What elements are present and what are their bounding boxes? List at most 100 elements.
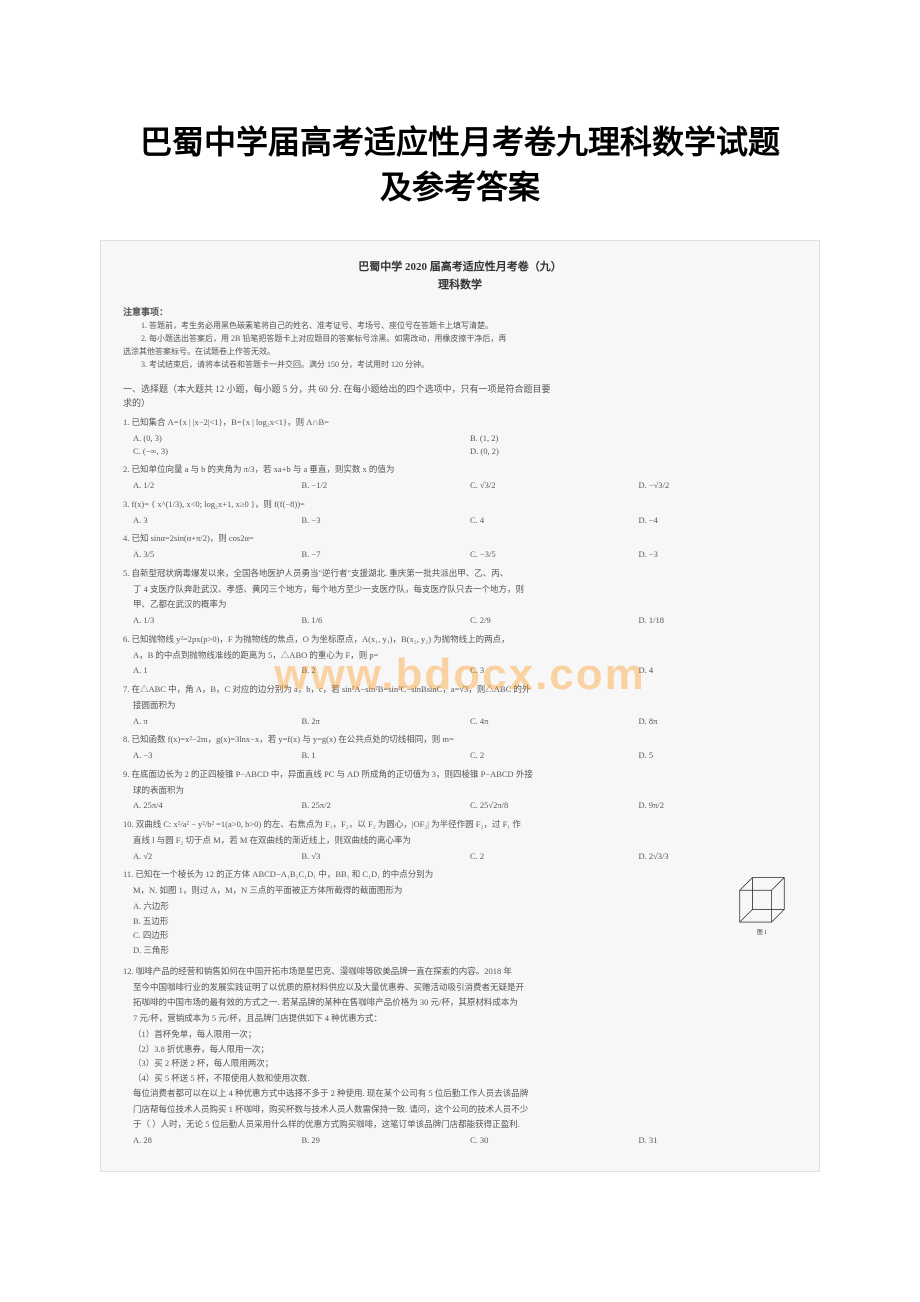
q5-option-b: B. 1/6 — [292, 614, 461, 627]
question-7: 7. 在△ABC 中，角 A，B，C 对应的边分别为 a，b，c，若 sin²A… — [123, 683, 797, 727]
q9-option-c: C. 25√2π/8 — [460, 799, 629, 812]
q11-option-d: D. 三角形 — [123, 944, 797, 957]
section-1-header: 一、选择题（本大题共 12 小题，每小题 5 分，共 60 分. 在每小题给出的… — [123, 383, 797, 410]
q3-option-c: C. 4 — [460, 514, 629, 527]
q6-option-c: C. 3 — [460, 664, 629, 677]
q11-option-b: B. 五边形 — [123, 915, 797, 928]
figure-label: 图 1 — [757, 929, 767, 937]
title-line-1: 巴蜀中学届高考适应性月考卷九理科数学试题 — [100, 120, 820, 165]
q9-option-d: D. 9π/2 — [629, 799, 798, 812]
q11-text: 11. 已知在一个棱长为 12 的正方体 ABCD−A₁B₁C₁D₁ 中，BB₁… — [123, 868, 797, 881]
question-8: 8. 已知函数 f(x)=x²−2m，g(x)=3lnx−x，若 y=f(x) … — [123, 733, 797, 762]
q8-text: 8. 已知函数 f(x)=x²−2m，g(x)=3lnx−x，若 y=f(x) … — [123, 733, 797, 746]
q5-text2: 丁 4 支医疗队奔赴武汉、孝感、黄冈三个地方，每个地方至少一支医疗队，每支医疗队… — [133, 583, 797, 596]
q8-option-b: B. 1 — [292, 749, 461, 762]
q1-option-b: B. (1, 2) — [460, 432, 797, 445]
q5-text3: 甲、乙都在武汉的概率为 — [133, 598, 797, 611]
cube-figure: 图 1 — [727, 868, 797, 938]
q1-option-c: C. (−∞, 3) — [123, 445, 460, 458]
q8-option-a: A. −3 — [123, 749, 292, 762]
q1-text: 1. 已知集合 A={x | |x−2|<1}，B={x | log₂x<1}，… — [123, 416, 797, 429]
question-3: 3. f(x)= { x^(1/3), x<0; log₂x+1, x≥0 }，… — [123, 498, 797, 527]
q12-sub1: （1）首杯免单，每人限用一次； — [133, 1028, 797, 1041]
q3-option-d: D. −4 — [629, 514, 798, 527]
q10-option-c: C. 2 — [460, 850, 629, 863]
q4-text: 4. 已知 sinα=2sin(α+π/2)，则 cos2α= — [123, 532, 797, 545]
q11-option-c: C. 四边形 — [123, 929, 797, 942]
notice-item-3: 3. 考试结束后，请将本试卷和答题卡一并交回。满分 150 分，考试用时 120… — [141, 359, 797, 371]
q12-text4: 7 元/杯，营销成本为 5 元/杯，且品牌门店提供如下 4 种优惠方式： — [133, 1012, 797, 1025]
q6-text: 6. 已知抛物线 y²=2px(p>0)，F 为抛物线的焦点，O 为坐标原点，A… — [123, 633, 797, 646]
q1-option-d: D. (0, 2) — [460, 445, 797, 458]
notice-item-2b: 选涂其他答案标号。在试题卷上作答无效。 — [123, 346, 797, 358]
q12-text5: 每位消费者都可以在以上 4 种优惠方式中选择不多于 2 种使用. 现在某个公司有… — [133, 1087, 797, 1100]
q12-text: 12. 咖啡产品的经营和销售如何在中国开拓市场是星巴克、漫咖啡等欧美品牌一直在探… — [123, 965, 797, 978]
exam-subject: 理科数学 — [123, 277, 797, 294]
q3-text: 3. f(x)= { x^(1/3), x<0; log₂x+1, x≥0 }，… — [123, 498, 797, 511]
q8-option-d: D. 5 — [629, 749, 798, 762]
q4-option-c: C. −3/5 — [460, 548, 629, 561]
q2-option-c: C. √3/2 — [460, 479, 629, 492]
q12-text6: 门店帮每位技术人员购买 1 杯咖啡，购买杯数与技术人员人数需保持一致. 请问，这… — [133, 1103, 797, 1116]
q8-option-c: C. 2 — [460, 749, 629, 762]
q6-option-a: A. 1 — [123, 664, 292, 677]
q2-text: 2. 已知单位向量 a 与 b 的夹角为 π/3，若 xa+b 与 a 垂直，则… — [123, 463, 797, 476]
q9-text2: 球的表面积为 — [133, 784, 797, 797]
notice-title: 注意事项： — [123, 306, 797, 320]
q5-option-d: D. 1/18 — [629, 614, 798, 627]
q7-option-a: A. π — [123, 715, 292, 728]
q7-option-d: D. 8π — [629, 715, 798, 728]
q4-option-b: B. −7 — [292, 548, 461, 561]
section-1-text: 一、选择题（本大题共 12 小题，每小题 5 分，共 60 分. 在每小题给出的… — [123, 384, 551, 394]
q6-option-d: D. 4 — [629, 664, 798, 677]
q2-option-b: B. −1/2 — [292, 479, 461, 492]
q7-text2: 接圆面积为 — [133, 699, 797, 712]
q10-option-d: D. 2√3/3 — [629, 850, 798, 863]
q4-option-d: D. −3 — [629, 548, 798, 561]
q12-text7: 于（ ）人时，无论 5 位后勤人员采用什么样的优惠方式购买咖啡，这笔订单该品牌门… — [133, 1118, 797, 1131]
question-12: 12. 咖啡产品的经营和销售如何在中国开拓市场是星巴克、漫咖啡等欧美品牌一直在探… — [123, 965, 797, 1147]
question-10: 10. 双曲线 C: x²/a² − y²/b² =1(a>0, b>0) 的左… — [123, 818, 797, 862]
notice-item-2: 2. 每小题选出答案后，用 2B 铅笔把答题卡上对应题目的答案标号涂黑。如需改动… — [141, 333, 797, 345]
q5-option-c: C. 2/9 — [460, 614, 629, 627]
notice-item-1: 1. 答题前，考生务必用黑色碳素笔将自己的姓名、准考证号、考场号、座位号在答题卡… — [141, 320, 797, 332]
q12-sub2: （2）3.8 折优惠券，每人限用一次； — [133, 1043, 797, 1056]
q9-text: 9. 在底面边长为 2 的正四棱锥 P−ABCD 中，异面直线 PC 与 AD … — [123, 768, 797, 781]
q7-option-b: B. 2π — [292, 715, 461, 728]
q9-option-b: B. 25π/2 — [292, 799, 461, 812]
q6-option-b: B. 2 — [292, 664, 461, 677]
question-1: 1. 已知集合 A={x | |x−2|<1}，B={x | log₂x<1}，… — [123, 416, 797, 457]
q7-text: 7. 在△ABC 中，角 A，B，C 对应的边分别为 a，b，c，若 sin²A… — [123, 683, 797, 696]
q12-text2: 至今中国咖啡行业的发展实践证明了以优质的原材料供应以及大量优惠券、买赠活动吸引消… — [133, 981, 797, 994]
q12-option-c: C. 30 — [460, 1134, 629, 1147]
q10-option-b: B. √3 — [292, 850, 461, 863]
q7-option-c: C. 4π — [460, 715, 629, 728]
exam-content-box: 巴蜀中学 2020 届高考适应性月考卷（九） 理科数学 注意事项： 1. 答题前… — [100, 240, 820, 1172]
q10-text2: 直线 l 与圆 F₂ 切于点 M，若 M 在双曲线的渐近线上，则双曲线的离心率为 — [133, 834, 797, 847]
q5-text: 5. 自新型冠状病毒爆发以来，全国各地医护人员勇当"逆行者"支援湖北. 重庆第一… — [123, 567, 797, 580]
section-1-text-b: 求的） — [123, 398, 150, 408]
q3-option-b: B. −3 — [292, 514, 461, 527]
q9-option-a: A. 25π/4 — [123, 799, 292, 812]
question-2: 2. 已知单位向量 a 与 b 的夹角为 π/3，若 xa+b 与 a 垂直，则… — [123, 463, 797, 492]
q12-option-a: A. 28 — [123, 1134, 292, 1147]
exam-header: 巴蜀中学 2020 届高考适应性月考卷（九） — [123, 259, 797, 276]
q2-option-a: A. 1/2 — [123, 479, 292, 492]
question-4: 4. 已知 sinα=2sin(α+π/2)，则 cos2α= A. 3/5 B… — [123, 532, 797, 561]
q6-text2: A，B 的中点到抛物线准线的距离为 5，△ABO 的重心为 F，则 p= — [133, 649, 797, 662]
q2-option-d: D. −√3/2 — [629, 479, 798, 492]
title-line-2: 及参考答案 — [100, 165, 820, 210]
q12-sub3: （3）买 2 杯送 2 杯，每人限用两次； — [133, 1057, 797, 1070]
q11-text2: M，N. 如图 1，则过 A，M，N 三点的平面被正方体所截得的截面图形为 — [133, 884, 797, 897]
q3-option-a: A. 3 — [123, 514, 292, 527]
q12-text3: 拓咖啡的中国市场的最有效的方式之一. 若某品牌的某种在售咖啡产品价格为 30 元… — [133, 996, 797, 1009]
question-6: 6. 已知抛物线 y²=2px(p>0)，F 为抛物线的焦点，O 为坐标原点，A… — [123, 633, 797, 677]
q12-option-d: D. 31 — [629, 1134, 798, 1147]
document-main-title: 巴蜀中学届高考适应性月考卷九理科数学试题 及参考答案 — [100, 120, 820, 210]
q10-option-a: A. √2 — [123, 850, 292, 863]
q5-option-a: A. 1/3 — [123, 614, 292, 627]
q4-option-a: A. 3/5 — [123, 548, 292, 561]
question-9: 9. 在底面边长为 2 的正四棱锥 P−ABCD 中，异面直线 PC 与 AD … — [123, 768, 797, 812]
question-11: 图 1 11. 已知在一个棱长为 12 的正方体 ABCD−A₁B₁C₁D₁ 中… — [123, 868, 797, 959]
q12-sub4: （4）买 5 杯送 5 杯，不限使用人数和使用次数. — [133, 1072, 797, 1085]
